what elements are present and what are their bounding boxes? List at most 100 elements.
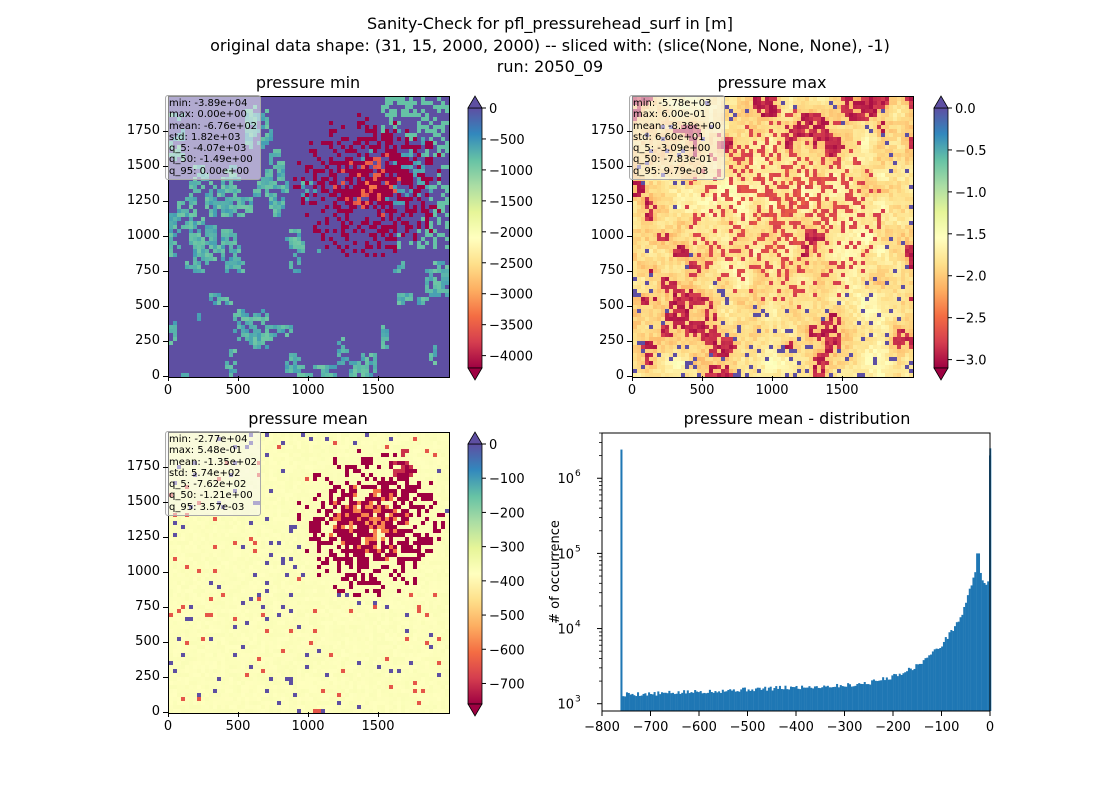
histogram-bar (974, 572, 977, 711)
stats-box-max: min: -5.78e+03 max: 6.00e-01 mean: -8.38e+… (629, 95, 726, 181)
colorbar-tick-label: −1000 (489, 164, 533, 179)
histogram-bar (909, 668, 912, 711)
colorbar-extend-max (467, 95, 483, 109)
histogram-bar (847, 683, 850, 711)
histogram-bar (789, 686, 793, 711)
histogram-bar (917, 664, 920, 711)
colorbar-tick-label: −200 (489, 506, 525, 521)
histogram-bar (747, 689, 750, 711)
stats-line: min: -3.89e+04 (169, 98, 248, 109)
x-tick-label: −600 (681, 720, 717, 735)
histogram-bar (887, 679, 890, 711)
colorbar-mean: 0 −100 −200 −300 −400 −500 −600 −700 (467, 431, 525, 717)
x-tick-label: 1500 (825, 383, 859, 398)
stats-box-mean: min: -2.77e+04 max: 5.48e-01 mean: -1.35e+… (165, 431, 262, 517)
colorbar-tick-label: −2.5 (955, 312, 987, 327)
x-tick-label: 1000 (291, 383, 325, 398)
histogram-bar (795, 685, 798, 711)
histogram-bar (729, 689, 732, 711)
histogram-bar (895, 674, 898, 711)
colorbar-gradient (467, 107, 483, 369)
histogram-bar (808, 686, 811, 711)
histogram-bar (673, 694, 676, 711)
panel-title-max: pressure max (717, 73, 827, 92)
colorbar-tick-label: −2500 (489, 257, 533, 272)
figure-title-line-1: Sanity-Check for pfl_pressurehead_surf i… (367, 14, 733, 33)
x-tick-label: 0 (627, 383, 637, 398)
x-tick-mark (308, 376, 309, 381)
histogram-bar (825, 686, 828, 711)
histogram-bar (852, 686, 855, 711)
histogram-bar (876, 681, 879, 711)
y-tick-label: 1500 (126, 494, 160, 509)
histogram-bar (699, 691, 702, 711)
histogram-bar (701, 693, 704, 711)
histogram-bar (878, 680, 881, 711)
histogram-bar (648, 692, 651, 711)
stats-line: q_95: 0.00e+00 (169, 165, 250, 177)
histogram-bar (976, 553, 979, 711)
histogram-bar (823, 685, 826, 711)
stats-line: min: -2.77e+04 (169, 434, 248, 445)
y-tick-label: 500 (135, 298, 160, 313)
stats-line: q_95: 9.79e-03 (633, 165, 709, 177)
x-tick-mark (842, 376, 843, 381)
histogram-bar (727, 689, 730, 711)
histogram-bar (883, 680, 887, 711)
histogram-bar (760, 689, 763, 711)
histogram-bar (692, 692, 695, 711)
colorbar-tick-label: −2.0 (955, 270, 987, 285)
y-tick-mark (627, 236, 632, 237)
histogram-bar (915, 664, 918, 711)
histogram-bar (756, 687, 759, 711)
y-tick-mark (163, 712, 168, 713)
histogram-bar (924, 658, 927, 711)
histogram-bar (959, 617, 962, 711)
histogram-bar (637, 692, 640, 711)
histogram-bar (867, 684, 870, 711)
y-tick-label: 0 (151, 368, 160, 383)
histogram-bar (627, 692, 630, 711)
histogram-bar (684, 693, 687, 711)
y-tick-mark (627, 131, 632, 132)
panel-title-mean: pressure mean (248, 409, 368, 428)
y-tick-exponent: 4 (575, 620, 581, 630)
histogram-bar (906, 671, 909, 711)
y-tick-mark (163, 271, 168, 272)
stats-line: max: 5.48e-01 (169, 445, 243, 457)
stats-line: mean: -8.38e+00 (633, 120, 722, 132)
histogram-bar (832, 686, 835, 711)
histogram-bar (928, 655, 931, 711)
stats-line: q_50: -1.21e+00 (169, 490, 253, 502)
stats-line: mean: -6.76e+02 (169, 120, 258, 132)
histogram-bar (904, 672, 907, 711)
histogram-bar (707, 692, 710, 711)
histogram-bar (797, 688, 800, 711)
histogram-bar (649, 694, 652, 711)
histogram-bar (653, 692, 656, 711)
histogram-bar (931, 651, 934, 711)
histogram-bar (640, 695, 643, 711)
histogram-bar (681, 692, 684, 711)
histogram-bar (979, 572, 982, 711)
histogram-bar (804, 687, 807, 711)
histogram-bar (965, 602, 968, 711)
y-tick-exponent: 6 (575, 469, 581, 479)
histogram-bar (950, 630, 953, 711)
histogram-bar (672, 692, 675, 711)
histogram-bar (858, 683, 861, 711)
histogram-bar (749, 690, 752, 711)
histogram-bar (670, 693, 673, 711)
histogram-bar (758, 687, 761, 711)
colorbar-tick-label: −600 (489, 643, 525, 658)
x-tick-label: 500 (225, 719, 251, 734)
colorbar-tick-label: −300 (489, 541, 525, 556)
x-tick-mark (702, 376, 703, 381)
histogram-bar (778, 685, 781, 711)
y-tick-mark (163, 502, 168, 503)
stats-line: max: 0.00e+00 (169, 109, 247, 121)
histogram-bar (679, 693, 682, 711)
x-tick-label: 0 (986, 720, 994, 735)
colorbar-tick-label: −500 (489, 133, 525, 148)
y-tick-label: 0 (151, 704, 160, 719)
